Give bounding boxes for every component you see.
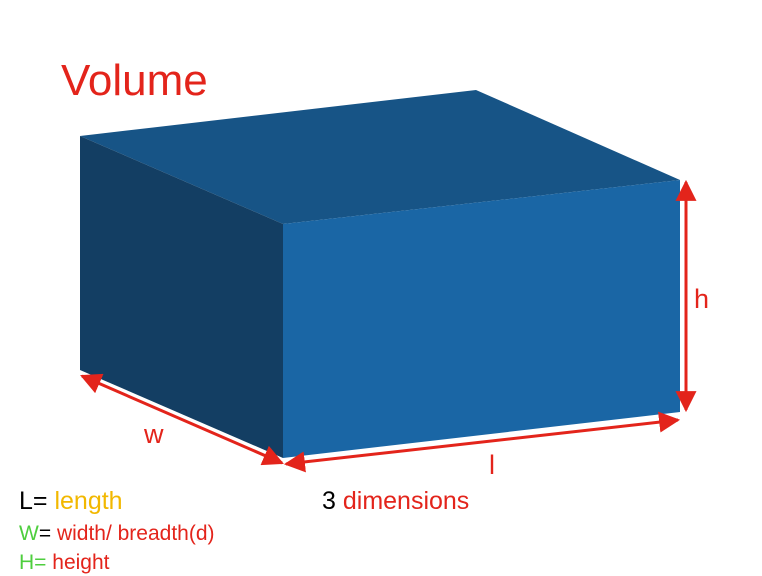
legend-width-key: W: [19, 522, 39, 545]
legend-height: H= height: [19, 550, 110, 576]
legend-width: W= width/ breadth(d): [19, 521, 215, 547]
legend-length-key: L: [19, 487, 33, 515]
legend-width-eq: =: [38, 522, 52, 545]
caption-number: 3: [322, 487, 336, 515]
legend-length-eq: =: [32, 487, 48, 515]
cuboid: [80, 90, 680, 458]
cuboid-front-face: [283, 180, 680, 458]
length-label: l: [489, 450, 495, 480]
cuboid-top-face: [80, 90, 680, 224]
legend-length: L= length: [19, 486, 123, 516]
legend-height-eq: =: [34, 551, 47, 574]
legend-width-text: width/ breadth(d): [56, 522, 215, 545]
legend-height-key: H: [19, 551, 35, 574]
caption-word: dimensions: [342, 487, 470, 515]
legend-length-text: length: [54, 487, 123, 515]
page-title: Volume: [61, 56, 208, 105]
length-arrow: [283, 411, 681, 473]
height-label: h: [694, 284, 710, 314]
legend-height-text: height: [52, 551, 110, 574]
width-label: w: [144, 419, 164, 449]
dimensions-caption: 3 dimensions: [322, 486, 469, 516]
width-arrow: [80, 373, 284, 466]
